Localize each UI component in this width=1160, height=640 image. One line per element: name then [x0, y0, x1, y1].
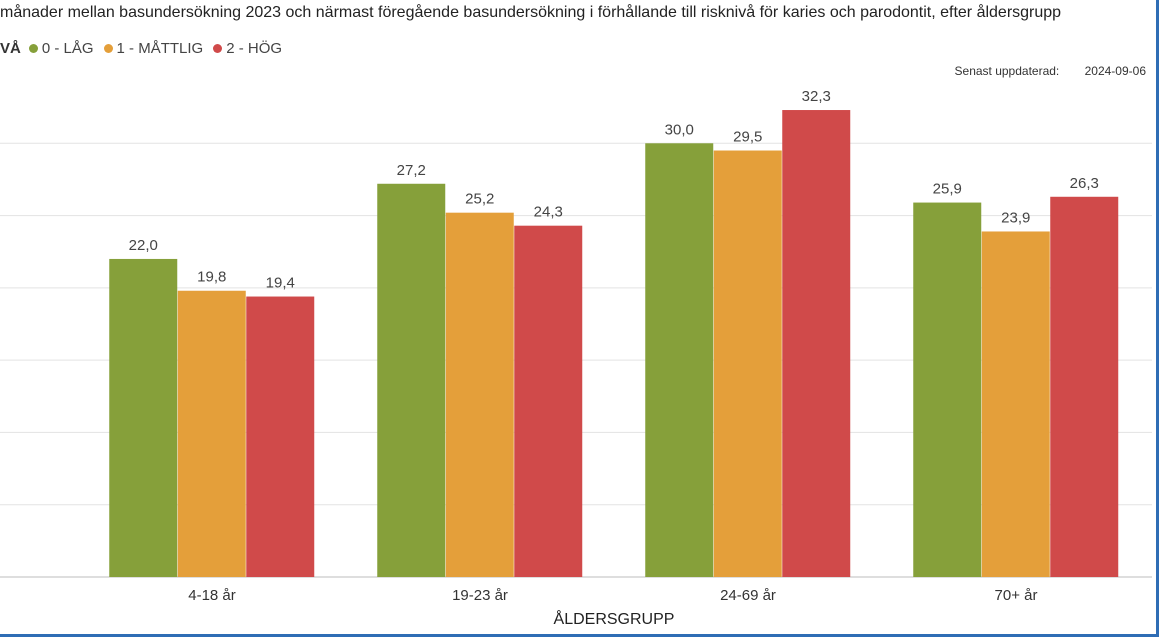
- legend-label-lag: 0 - LÅG: [41, 40, 94, 57]
- legend-item-hog[interactable]: 2 - HÖG: [213, 40, 282, 57]
- x-tick-label: 4-18 år: [188, 587, 236, 604]
- bar[interactable]: [445, 212, 514, 577]
- bar[interactable]: [109, 258, 178, 577]
- x-tick-label: 24-69 år: [720, 587, 776, 604]
- bar[interactable]: [377, 183, 446, 577]
- data-label: 26,3: [1070, 175, 1099, 192]
- legend-label-mattlig: 1 - MÅTTLIG: [116, 40, 204, 57]
- bar[interactable]: [713, 150, 782, 577]
- bar[interactable]: [177, 290, 246, 577]
- data-label: 29,5: [733, 129, 762, 146]
- x-tick-label: 19-23 år: [452, 587, 508, 604]
- bar[interactable]: [1050, 196, 1119, 577]
- last-updated: Senast uppdaterad: 2024-09-06: [955, 64, 1146, 78]
- x-tick-label: 70+ år: [995, 587, 1038, 604]
- data-label: 25,2: [465, 191, 494, 208]
- data-label: 24,3: [534, 204, 563, 221]
- bar[interactable]: [981, 231, 1050, 577]
- legend-item-mattlig[interactable]: 1 - MÅTTLIG: [103, 40, 204, 57]
- last-updated-label: Senast uppdaterad:: [954, 64, 1060, 78]
- legend-dot-lag: [28, 44, 38, 53]
- legend-dot-hog: [213, 44, 223, 53]
- data-label: 25,9: [933, 181, 962, 198]
- legend-label-hog: 2 - HÖG: [226, 40, 283, 57]
- x-axis-title: ÅLDERSGRUPP: [554, 609, 675, 628]
- legend-title: VÅ: [0, 40, 21, 57]
- data-label: 19,8: [197, 269, 226, 286]
- bar[interactable]: [246, 296, 315, 577]
- legend-item-lag[interactable]: 0 - LÅG: [28, 40, 94, 57]
- last-updated-value: 2024-09-06: [1084, 64, 1146, 78]
- legend: VÅ 0 - LÅG 1 - MÅTTLIG 2 - HÖG: [0, 40, 292, 57]
- bar[interactable]: [514, 225, 583, 578]
- bar[interactable]: [913, 202, 982, 577]
- chart-title: månader mellan basundersökning 2023 och …: [0, 4, 1062, 21]
- data-label: 27,2: [397, 162, 426, 179]
- data-label: 30,0: [665, 121, 694, 138]
- data-label: 22,0: [129, 237, 158, 254]
- bar[interactable]: [645, 143, 714, 578]
- data-label: 19,4: [266, 275, 295, 292]
- legend-dot-mattlig: [103, 44, 113, 53]
- data-label: 32,3: [802, 88, 831, 105]
- data-label: 23,9: [1001, 209, 1030, 226]
- bar[interactable]: [782, 110, 851, 577]
